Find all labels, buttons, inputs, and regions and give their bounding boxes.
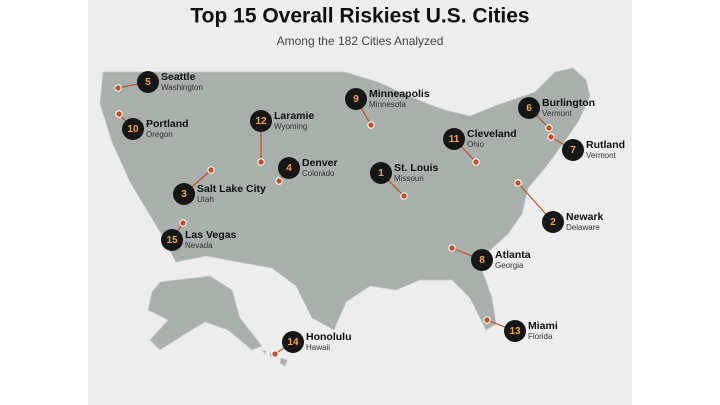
city-name: Burlington: [542, 97, 595, 109]
rank-number: 15: [166, 235, 178, 246]
rank-number: 14: [287, 337, 299, 348]
city-dot: [448, 244, 456, 252]
city-name: Denver: [302, 157, 338, 169]
rank-number: 3: [181, 189, 187, 200]
rank-badge: [370, 162, 392, 184]
state-name: Florida: [528, 332, 553, 341]
city-name: Portland: [146, 118, 189, 130]
city-name: Rutland: [586, 139, 625, 151]
state-name: Vermont: [542, 109, 573, 118]
city-dot: [207, 166, 215, 174]
rank-badge: [122, 118, 144, 140]
alaska: [147, 275, 263, 351]
city-dot: [545, 124, 553, 132]
contiguous-us: [99, 67, 591, 331]
state-name: Missouri: [394, 174, 424, 183]
city-dot: [400, 192, 408, 200]
city-name: Minneapolis: [369, 88, 430, 100]
city-dot: [114, 84, 122, 92]
city-name: Las Vegas: [185, 229, 237, 241]
state-name: Oregon: [146, 130, 173, 139]
city-dot: [257, 158, 265, 166]
rank-badge: [137, 71, 159, 93]
city-name: Honolulu: [306, 331, 352, 343]
city-dot: [472, 158, 480, 166]
rank-number: 6: [526, 103, 532, 114]
rank-number: 13: [509, 326, 521, 337]
city-name: Newark: [566, 211, 604, 223]
state-name: Hawaii: [306, 343, 330, 352]
state-name: Utah: [197, 195, 214, 204]
city-name: Laramie: [274, 110, 314, 122]
rank-number: 2: [550, 217, 556, 228]
city-dot: [483, 316, 491, 324]
rank-number: 9: [353, 94, 359, 105]
rank-badge: [173, 183, 195, 205]
city-name: Atlanta: [495, 249, 531, 261]
city-name: Seattle: [161, 71, 196, 83]
state-name: Colorado: [302, 169, 335, 178]
rank-badge: [542, 211, 564, 233]
rank-badge: [250, 110, 272, 132]
state-name: Ohio: [467, 140, 484, 149]
city-name: Cleveland: [467, 128, 517, 140]
city-name: St. Louis: [394, 162, 438, 174]
rank-badge: [278, 157, 300, 179]
city-dot: [514, 179, 522, 187]
rank-badge: [282, 331, 304, 353]
rank-number: 7: [570, 145, 576, 156]
state-name: Vermont: [586, 151, 617, 160]
rank-badge: [504, 320, 526, 342]
city-name: Miami: [528, 320, 558, 332]
city-name: Salt Lake City: [197, 183, 266, 195]
city-dot: [367, 121, 375, 129]
state-name: Delaware: [566, 223, 600, 232]
title: Top 15 Overall Riskiest U.S. Cities: [190, 5, 529, 28]
state-name: Nevada: [185, 241, 213, 250]
rank-badge: [443, 128, 465, 150]
state-name: Minnesota: [369, 100, 406, 109]
rank-badge: [562, 139, 584, 161]
rank-number: 5: [145, 77, 151, 88]
rank-number: 12: [255, 116, 267, 127]
subtitle: Among the 182 Cities Analyzed: [277, 34, 444, 48]
rank-badge: [161, 229, 183, 251]
rank-number: 10: [127, 124, 139, 135]
rank-badge: [518, 97, 540, 119]
rank-number: 4: [286, 163, 292, 174]
city-dot: [271, 350, 279, 358]
state-name: Washington: [161, 83, 203, 92]
state-name: Georgia: [495, 261, 524, 270]
rank-number: 8: [479, 255, 485, 266]
state-name: Wyoming: [274, 122, 307, 131]
city-dot: [547, 133, 555, 141]
rank-badge: [471, 249, 493, 271]
rank-badge: [345, 88, 367, 110]
city-dot: [115, 110, 123, 118]
map: [99, 67, 591, 367]
city-dot: [179, 219, 187, 227]
city-dot: [275, 177, 283, 185]
rank-number: 1: [378, 168, 384, 179]
rank-number: 11: [449, 134, 460, 145]
